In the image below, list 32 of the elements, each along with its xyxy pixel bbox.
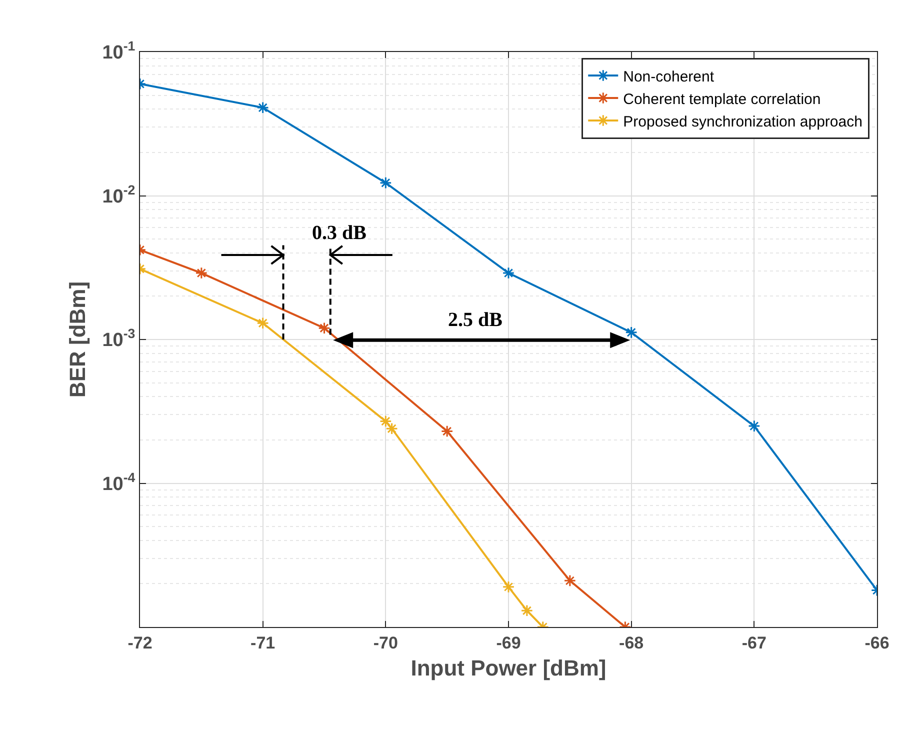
legend-label: Non-coherent <box>623 68 715 86</box>
x-axis-title: Input Power [dBm] <box>410 655 606 680</box>
y-tick-label: 10$^{-4}$ <box>102 470 136 495</box>
y-axis-title: BER [dBm] <box>65 281 90 398</box>
legend-label: Coherent template correlation <box>623 90 821 108</box>
point <box>502 266 515 280</box>
point <box>256 316 269 330</box>
annotation: 2.5 dB <box>448 309 502 331</box>
point <box>502 580 515 594</box>
legend-label: Proposed synchronization approach <box>623 113 862 130</box>
point <box>520 604 534 617</box>
x-tick-label: -67 <box>742 633 766 652</box>
point <box>256 102 269 114</box>
point <box>380 415 392 428</box>
point <box>564 574 576 587</box>
x-tick-label: -70 <box>373 633 398 652</box>
x-tick-label: -66 <box>864 633 890 652</box>
point <box>386 422 398 435</box>
x-tick-label: -72 <box>128 633 152 652</box>
annotation: 0.3 dB <box>312 222 366 244</box>
point <box>318 322 330 334</box>
x-tick-label: -71 <box>250 633 276 652</box>
y-tick-label: 10$^{-3}$ <box>102 326 136 352</box>
point <box>380 176 392 189</box>
point <box>440 425 454 438</box>
point <box>625 326 638 339</box>
point <box>748 420 760 432</box>
y-tick-label: 10$^{-1}$ <box>102 38 136 64</box>
point <box>195 266 208 280</box>
x-tick-label: -68 <box>619 633 644 652</box>
y-tick-label: 10$^{-2}$ <box>102 182 136 208</box>
x-tick-label: -69 <box>496 633 521 652</box>
